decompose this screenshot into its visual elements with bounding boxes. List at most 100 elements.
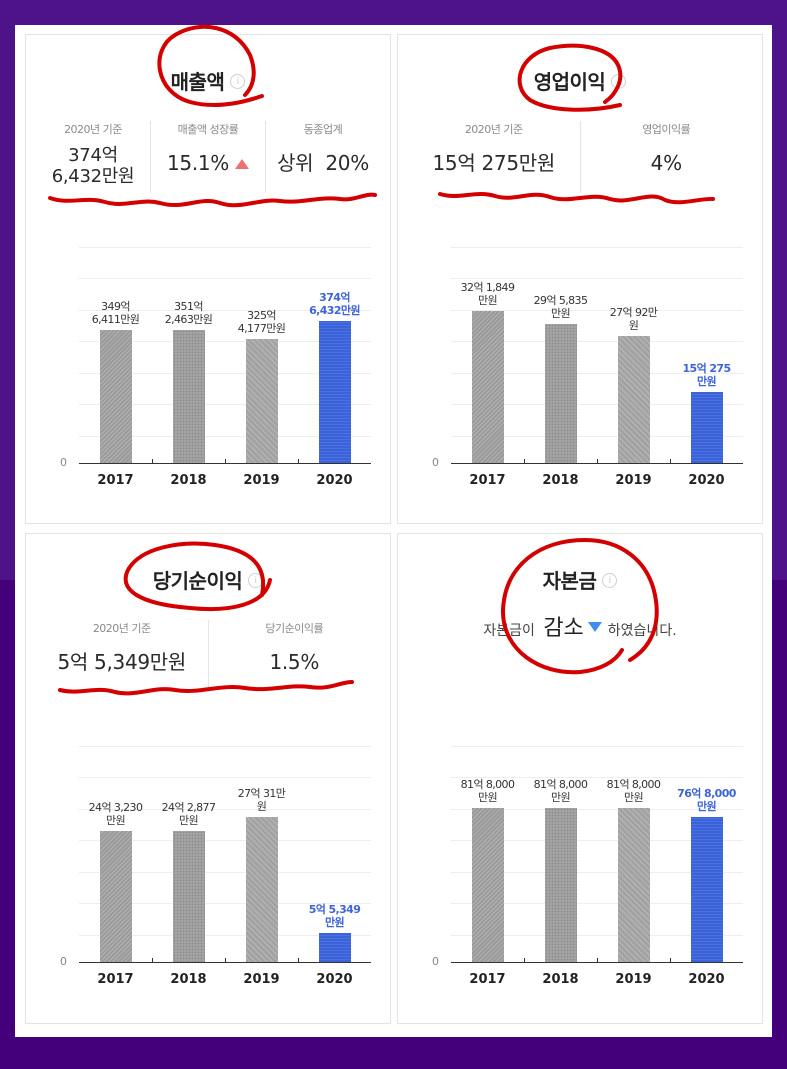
sentence-prefix: 자본금이 [483,623,535,639]
bar-2017[interactable] [471,311,504,463]
x-tick-label: 2019 [243,972,280,987]
bar-2019[interactable] [617,336,650,463]
bar-value-label: 27억 92만 원 [609,306,658,332]
gridline [451,934,743,936]
info-icon[interactable]: i [611,74,627,89]
y-axis-zero-label: 0 [60,456,67,469]
info-icon[interactable]: i [230,74,246,89]
bar-2019[interactable] [245,817,278,962]
gridline [79,246,371,248]
bar-2018[interactable] [172,330,205,463]
gridline [79,934,371,936]
summary-value: 1.5% [269,650,320,674]
bar-value-label: 27억 31만 원 [237,787,286,813]
bar-2018[interactable] [544,808,577,962]
bar-2017[interactable] [99,330,132,463]
trend-down-icon [587,622,602,632]
bar-value-label: 374억 6,432만원 [309,291,360,317]
gridline [451,309,743,311]
summary-value: 4% [650,151,682,175]
bar-2018[interactable] [544,324,577,463]
gridline [451,903,743,904]
operating-profit-bar-chart: 0 32억 1,849 만원 2017 29억 5,835 만원 2018 27억 92만 원 2… [423,241,743,491]
bar-2017[interactable] [471,808,504,962]
bar-2020[interactable] [690,817,723,962]
bar-2017[interactable] [99,831,132,962]
growth-rate: 15.1% [166,151,230,175]
axis-tick [670,958,671,963]
gridline [451,745,743,747]
panel-revenue: 매출액 i 2020년 기준 374억 6,432만원 매출액 성장률 15.1… [25,34,391,524]
gridline [79,341,371,342]
report-sheet: 매출액 i 2020년 기준 374억 6,432만원 매출액 성장률 15.1… [15,25,772,1037]
panel-net-income: 당기순이익 i 2020년 기준 5억 5,349만원 당기순이익률 1.5% … [25,533,391,1024]
axis-tick [597,958,598,963]
capital-bar-chart: 0 81억 8,000 만원 2017 81억 8,000 만원 2018 81억 8,000… [423,740,743,990]
gridline [79,404,371,405]
gridline [451,278,743,279]
bar-2018[interactable] [172,831,205,962]
panel-operating-profit: 영업이익 i 2020년 기준 15억 275만원 영업이익률 4% 0 32억 … [397,34,763,524]
gridline [79,871,371,873]
axis-tick [152,958,153,963]
summary-value: 374억 6,432만원 [36,145,150,187]
x-tick-label: 2020 [688,972,725,987]
axis-tick [524,958,525,963]
info-icon[interactable]: i [248,573,264,588]
y-axis-zero-label: 0 [60,955,67,968]
x-tick-label: 2017 [469,972,506,987]
industry-rank: 상위 20% [277,151,369,175]
summary-cell-margin: 당기순이익률 1.5% [207,620,381,692]
gridline [451,808,743,810]
summary-cell-base-year: 2020년 기준 374억 6,432만원 [36,121,150,193]
summary-label: 2020년 기준 [64,123,122,136]
panel-title: 영업이익 [533,69,606,94]
x-tick-label: 2018 [170,473,207,488]
gridline [79,309,371,311]
gridline [451,372,743,374]
x-tick-label: 2019 [615,473,652,488]
capital-status-sentence: 자본금이 감소 하였습니다. [398,610,762,642]
summary-row: 2020년 기준 374억 6,432만원 매출액 성장률 15.1% 동종업계… [36,121,380,193]
gridline [451,341,743,342]
x-tick-label: 2018 [542,473,579,488]
summary-cell-base-year: 2020년 기준 5억 5,349만원 [36,620,208,692]
summary-cell-base-year: 2020년 기준 15억 275만원 [408,121,580,193]
x-tick-label: 2018 [542,972,579,987]
bar-value-label: 5억 5,349 만원 [308,903,361,929]
summary-label: 매출액 성장률 [177,123,239,136]
bar-2020[interactable] [318,933,351,962]
gridline [451,404,743,405]
summary-label: 2020년 기준 [464,123,523,136]
revenue-bar-chart: 0 349억 6,411만원 2017 351억 2,463만원 2018 325억 4,177… [51,241,371,491]
bar-value-label: 325억 4,177만원 [237,309,286,335]
panel-capital: 자본금 i 자본금이 감소 하였습니다. 0 81억 8,000 만원 2017 81억 … [397,533,763,1024]
info-icon[interactable]: i [602,573,618,588]
bar-value-label: 76억 8,000 만원 [677,787,736,813]
gridline [79,777,371,778]
trend-up-icon [235,159,250,169]
axis-tick [524,459,525,464]
panel-title: 당기순이익 [152,568,243,593]
bar-2020[interactable] [318,321,351,463]
gridline [451,871,743,873]
summary-cell-margin: 영업이익률 4% [579,121,753,193]
panel-header: 당기순이익 i [26,564,390,594]
summary-label: 영업이익률 [642,123,691,136]
bar-value-label: 351억 2,463만원 [164,300,213,326]
bar-2019[interactable] [617,808,650,962]
bar-value-label: 32억 1,849 만원 [460,281,515,307]
x-tick-label: 2019 [615,972,652,987]
axis-tick [298,459,299,464]
y-axis-zero-label: 0 [432,955,439,968]
axis-tick [152,459,153,464]
bar-2020[interactable] [690,392,723,463]
sentence-emphasis: 감소 [543,616,584,641]
gridline [79,372,371,374]
axis-tick [670,459,671,464]
panel-header: 자본금 i [398,564,762,594]
summary-cell-growth: 매출액 성장률 15.1% [150,121,265,193]
bar-value-label: 349억 6,411만원 [91,300,140,326]
bar-2019[interactable] [245,339,278,463]
x-tick-label: 2020 [688,473,725,488]
